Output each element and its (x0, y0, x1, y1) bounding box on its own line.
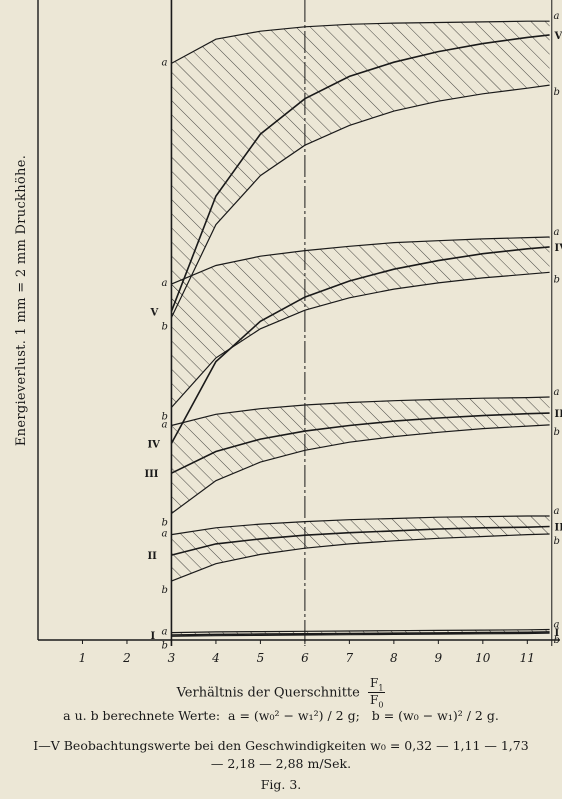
label-a-right-I: a (554, 619, 560, 630)
x-tick-label-5: 5 (257, 651, 265, 665)
x-tick-label-2: 2 (122, 651, 131, 665)
lines-layer (170, 20, 550, 637)
curve-observed-III (171, 412, 550, 474)
x-tick-label-3: 3 (168, 651, 176, 665)
label-b-right-V: b (554, 87, 560, 98)
label-a-left-II: a (161, 529, 167, 540)
label-b-right-II: b (554, 536, 560, 547)
label-a-right-III: a (554, 387, 560, 398)
label-series-left-IV: IV (147, 439, 160, 450)
label-a-left-V: a (161, 57, 167, 68)
curve-a-II (171, 515, 550, 536)
fraction-numerator: F (369, 676, 379, 690)
fraction-numerator-sub: 1 (378, 683, 384, 693)
band-III (171, 397, 550, 514)
curve-a-III (171, 396, 550, 427)
label-b-right-I: b (554, 635, 560, 646)
curve-b-V (170, 84, 550, 318)
fraction-denominator-sub: 0 (378, 700, 384, 710)
curve-observed-IV (170, 246, 550, 444)
label-series-right-V: V (554, 31, 562, 42)
fraction-denominator: F (369, 693, 379, 708)
y-axis-label: Energieverlust. 1 mm = 2 mm Druckhöhe. (14, 154, 30, 446)
caption-velocities: — 2,18 — 2,88 m/Sek. (210, 756, 352, 771)
label-series-left-II: II (147, 551, 157, 562)
band-II (171, 516, 550, 582)
y-axis-label-container: Energieverlust. 1 mm = 2 mm Druckhöhe. (4, 90, 40, 510)
curve-b-III (171, 424, 550, 514)
curve-a-V (171, 20, 550, 64)
x-tick-label-11: 11 (520, 651, 535, 665)
labels-layer: abIabIabIIabIIabIIIabIIIabIVabIVabVabV (144, 11, 562, 651)
x-tick-label-10: 10 (475, 651, 491, 665)
label-series-right-II: II (555, 523, 562, 534)
label-b-left-IV: b (161, 412, 167, 423)
curve-b-I (171, 632, 550, 637)
x-tick-label-7: 7 (346, 651, 354, 665)
band-IV (171, 237, 550, 408)
label-b-left-II: b (161, 585, 167, 596)
x-axis-fraction: F1 F0 (367, 676, 386, 710)
label-series-right-I: I (555, 628, 560, 639)
formula-b: b = (w₀ − w₁)² / 2 g. (371, 708, 499, 723)
label-a-left-III: a (161, 419, 167, 430)
curve-observed-I (171, 631, 550, 636)
formula-a: a = (w₀² − w₁²) / 2 g; (228, 708, 360, 723)
label-a-right-IV: a (554, 227, 560, 238)
caption-observations: I—V Beobachtungswerte bei den Geschwindi… (33, 738, 529, 753)
x-tick-label-8: 8 (390, 651, 398, 665)
figure-label: Fig. 3. (260, 777, 302, 792)
label-b-left-V: b (161, 322, 167, 333)
label-b-left-I: b (161, 640, 167, 651)
x-tick-label-9: 9 (435, 651, 443, 665)
label-b-right-III: b (554, 427, 560, 438)
label-a-left-I: a (161, 627, 167, 638)
label-a-left-IV: a (161, 278, 167, 289)
band-V (171, 21, 550, 318)
label-a-right-II: a (554, 506, 560, 517)
curve-a-IV (171, 236, 550, 285)
caption-prefix: a u. b berechnete Werte: (63, 708, 221, 723)
curve-b-IV (170, 271, 550, 408)
label-series-right-IV: IV (555, 243, 562, 254)
curve-observed-II (171, 525, 550, 556)
x-tick-label-4: 4 (211, 651, 220, 665)
label-b-left-III: b (161, 518, 167, 529)
caption-formulas: a u. b berechnete Werte: a = (w₀² − w₁²)… (0, 708, 562, 723)
bands-layer (171, 21, 550, 637)
label-b-right-IV: b (554, 274, 560, 285)
x-tick-label-6: 6 (301, 651, 309, 665)
x-axis-label: Verhältnis der Querschnitte F1 F0 (0, 676, 562, 710)
curve-b-II (171, 533, 550, 582)
label-series-left-III: III (144, 469, 158, 480)
label-series-right-III: III (555, 409, 562, 420)
label-a-right-V: a (554, 11, 560, 22)
curve-observed-V (170, 34, 550, 312)
label-series-left-I: I (150, 631, 155, 642)
label-series-left-V: V (149, 307, 158, 318)
x-axis-label-text: Verhältnis der Querschnitte (176, 685, 360, 701)
x-tick-label-1: 1 (79, 651, 87, 665)
curve-a-I (171, 628, 550, 634)
